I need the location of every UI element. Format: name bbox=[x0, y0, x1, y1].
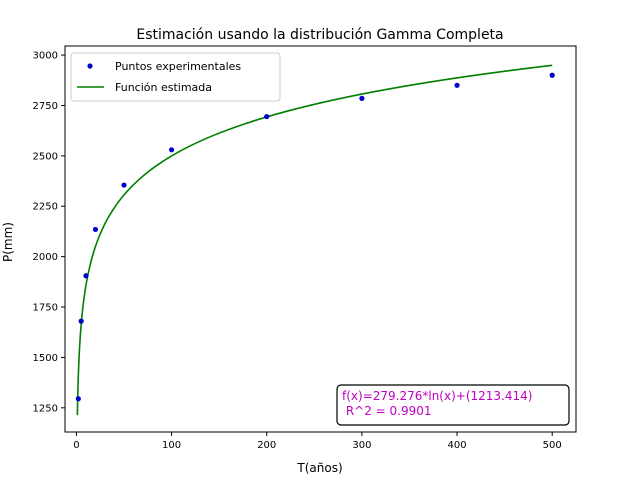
data-point bbox=[75, 396, 81, 402]
y-tick-label: 2000 bbox=[33, 252, 58, 263]
x-axis-label: T(años) bbox=[296, 461, 342, 475]
x-tick-label: 200 bbox=[257, 440, 276, 451]
annotation-formula: f(x)=279.276*ln(x)+(1213.414) bbox=[342, 389, 532, 403]
data-point bbox=[359, 95, 365, 102]
y-tick-label: 2750 bbox=[33, 101, 58, 112]
y-tick-label: 3000 bbox=[33, 51, 58, 62]
legend-label-points: Puntos experimentales bbox=[115, 60, 241, 73]
x-axis: 0 100 200 300 400 500 bbox=[73, 432, 562, 451]
x-tick-label: 300 bbox=[352, 440, 371, 451]
y-tick-label: 2500 bbox=[33, 151, 58, 162]
plot-frame bbox=[64, 45, 577, 433]
legend-box bbox=[70, 52, 281, 102]
y-tick-label: 1500 bbox=[33, 353, 58, 364]
point-layer bbox=[75, 72, 555, 402]
data-point bbox=[121, 182, 127, 188]
plot-area bbox=[64, 45, 577, 433]
x-tick-label: 0 bbox=[73, 440, 79, 451]
y-tick-label: 2250 bbox=[33, 202, 58, 213]
plot-background bbox=[65, 46, 576, 432]
line-layer bbox=[76, 64, 553, 416]
x-tick-label: 500 bbox=[543, 440, 562, 451]
chart-title: Estimación usando la distribución Gamma … bbox=[136, 27, 503, 43]
fitted-curve bbox=[76, 64, 553, 416]
y-axis-label: P(mm) bbox=[1, 222, 15, 262]
annotation-box bbox=[336, 384, 570, 426]
data-point bbox=[454, 82, 460, 88]
data-point bbox=[549, 72, 555, 78]
legend-label-line: Función estimada bbox=[115, 81, 212, 94]
y-tick-label: 1750 bbox=[33, 303, 58, 314]
data-point bbox=[264, 113, 270, 120]
legend-marker-points bbox=[87, 63, 93, 69]
annotation-r2: R^2 = 0.9901 bbox=[342, 404, 432, 418]
data-point bbox=[78, 318, 84, 324]
y-axis: 1250 1500 1750 2000 2250 2500 2750 3000 bbox=[33, 51, 65, 414]
legend: Puntos experimentales Función estimada bbox=[70, 52, 281, 102]
annotation: f(x)=279.276*ln(x)+(1213.414) R^2 = 0.99… bbox=[336, 384, 570, 426]
y-tick-label: 1250 bbox=[33, 403, 58, 414]
x-tick-label: 100 bbox=[162, 440, 181, 451]
data-point bbox=[168, 147, 175, 153]
data-point bbox=[92, 226, 99, 233]
x-tick-label: 400 bbox=[448, 440, 467, 451]
data-point bbox=[83, 273, 89, 279]
